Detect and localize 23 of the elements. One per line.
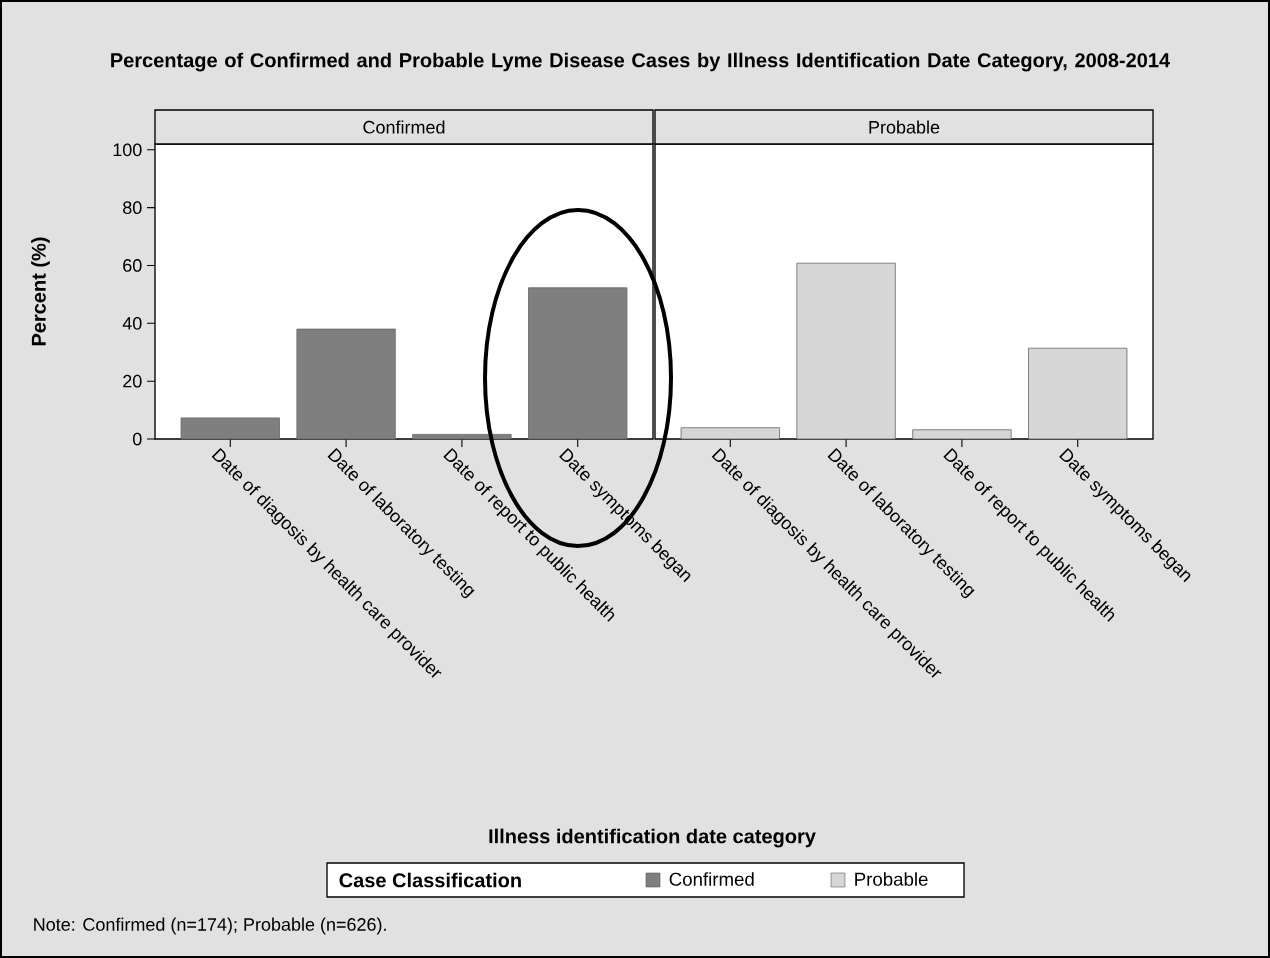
- bar: [796, 262, 896, 440]
- legend-label: Probable: [855, 872, 928, 886]
- y-tick-label: 40: [122, 316, 142, 330]
- y-tick-label: 100: [113, 143, 142, 157]
- y-tick-label: 20: [123, 374, 142, 388]
- bar: [680, 427, 780, 440]
- y-tick-label: 60: [123, 259, 142, 272]
- chart-subtitle: Confirmed: [363, 120, 445, 134]
- bar: [912, 429, 1012, 440]
- text: Note: Confirmed (n=174); Probable (n=626).: [34, 917, 386, 935]
- y-axis-title: Percent (%): [31, 237, 50, 346]
- y-tick-label: 0: [132, 432, 142, 446]
- bar: [528, 287, 628, 440]
- legend-title: Case Classification: [339, 872, 521, 888]
- bar: [1028, 347, 1128, 440]
- bar: [412, 433, 512, 440]
- bar: [180, 417, 280, 440]
- chart-subtitle: Probable: [869, 120, 940, 134]
- bar: [296, 328, 396, 440]
- legend-label: Confirmed: [669, 872, 754, 886]
- y-tick-label: 80: [123, 201, 142, 214]
- x-axis-title: Illness identification date category: [489, 828, 816, 848]
- chart-title: Percentage of Confirmed and Probable Lyme Disease Cases by Illness Identification Date Category, 2008-2014: [111, 52, 1171, 72]
